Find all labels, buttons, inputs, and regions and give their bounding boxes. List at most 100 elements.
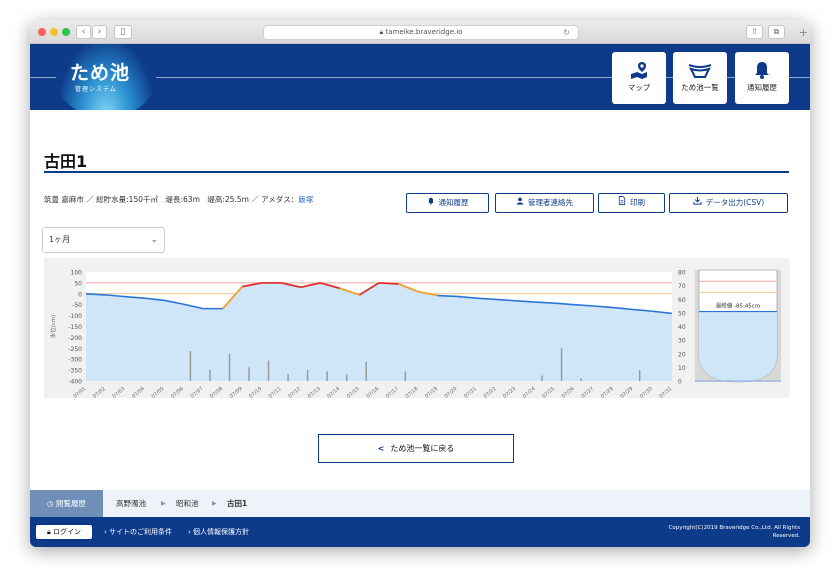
water-level-line-segment [320, 282, 341, 290]
gauge-water [699, 311, 777, 382]
water-level-line-segment [125, 295, 145, 299]
water-level-line-segment [437, 294, 458, 298]
x-tick-label: 07/18 [404, 386, 419, 398]
x-tick-label: 07/04 [131, 386, 146, 398]
back-to-pond-list-button[interactable]: < ため池一覧に戻る [318, 434, 514, 463]
x-tick-label: 07/16 [365, 386, 380, 398]
address-bar[interactable]: 🔒︎ tameike.braveridge.io ↻ [263, 25, 579, 40]
print-button[interactable]: 印刷 [598, 193, 665, 213]
rainfall-bar [326, 371, 328, 381]
admin-contact-label: 管理者連絡先 [528, 198, 573, 207]
back-arrow-icon[interactable]: ‹ [76, 25, 91, 39]
zoom-window-button[interactable] [62, 28, 70, 36]
nav-notification-history-label: 通知履歴 [747, 83, 777, 92]
x-tick-label: 07/28 [600, 386, 615, 398]
bell-icon [427, 194, 435, 212]
y-tick-label: 50 [74, 280, 82, 287]
nav-notification-history-button[interactable]: 通知履歴 [735, 52, 789, 104]
breadcrumb-item[interactable]: 高野濁池 [116, 499, 146, 508]
water-level-line-segment [300, 282, 321, 289]
chevron-left-icon: < [377, 444, 385, 453]
breadcrumb-item[interactable]: 昭和池 [176, 499, 199, 508]
period-select[interactable]: 1ヶ月 ⌄ [42, 227, 165, 253]
back-to-pond-list-label: ため池一覧に戻る [390, 444, 455, 453]
x-tick-label: 07/08 [209, 386, 224, 398]
x-tick-label: 07/12 [287, 386, 302, 398]
share-icon[interactable]: ⇧ [746, 25, 763, 39]
water-level-line-segment [574, 303, 594, 307]
nav-map-button[interactable]: マップ [612, 52, 666, 104]
tabs-icon[interactable]: ⧉ [768, 25, 785, 39]
y-tick-label: -300 [68, 357, 82, 364]
y-tick-label: 0 [78, 291, 82, 298]
rainfall-bar [404, 371, 407, 381]
forward-arrow-icon[interactable]: › [92, 25, 107, 39]
admin-contact-button[interactable]: 管理者連絡先 [495, 193, 594, 213]
y2-tick-label: 70 [678, 283, 686, 290]
minimize-window-button[interactable] [50, 28, 58, 36]
nav-pond-list-button[interactable]: ため池一覧 [673, 52, 727, 104]
water-level-line-segment [281, 282, 302, 289]
rainfall-bar [228, 353, 231, 381]
header-divider [30, 77, 810, 78]
new-tab-icon[interactable]: + [798, 26, 808, 39]
clock-icon: ◷ [47, 499, 54, 508]
x-tick-label: 07/31 [658, 386, 673, 398]
y2-tick-label: 0 [678, 379, 682, 386]
water-level-line-segment [144, 297, 165, 302]
water-level-line-segment [339, 287, 360, 296]
water-level-line-segment [378, 282, 399, 285]
url-text: tameike.braveridge.io [385, 28, 463, 36]
logo-title: ため池 [70, 62, 131, 84]
close-window-button[interactable] [38, 28, 46, 36]
nav-map-label: マップ [627, 83, 651, 92]
terms-link[interactable]: › サイトのご利用条件 [104, 528, 173, 536]
rainfall-bar [580, 378, 582, 381]
water-level-line-segment [554, 302, 575, 306]
csv-export-button[interactable]: データ出力(CSV) [669, 193, 788, 213]
water-level-area [86, 282, 672, 381]
logo[interactable] [56, 44, 156, 110]
x-tick-label: 07/26 [561, 386, 576, 398]
chevron-right-icon: ▶ [161, 500, 166, 507]
footer: 🔒︎ ログイン › サイトのご利用条件 › 個人情報保護方針 Copyright… [30, 517, 810, 547]
nav-pond-list-label: ため池一覧 [681, 83, 719, 92]
water-level-line-segment [632, 308, 653, 313]
privacy-policy-link[interactable]: › 個人情報保護方針 [188, 528, 250, 536]
water-level-line-segment [535, 301, 555, 304]
copyright-line-2: Reserved. [772, 533, 800, 539]
browsing-history-tag: ◷ 閲覧履歴 [30, 490, 103, 517]
title-underline [44, 171, 789, 173]
y-tick-label: -400 [68, 379, 82, 386]
period-value: 1ヶ月 [49, 235, 71, 244]
privacy-policy-link-label: 個人情報保護方針 [193, 528, 250, 536]
browser-toolbar: ‹ › ▯ 🔒︎ tameike.braveridge.io ↻ ⇧ ⧉ + [30, 20, 810, 44]
x-tick-label: 07/03 [111, 386, 126, 398]
notification-history-button[interactable]: 通知履歴 [406, 193, 489, 213]
water-level-line-segment [496, 298, 516, 302]
chevron-down-icon: ⌄ [150, 235, 158, 245]
amedas-link[interactable]: 飯塚 [298, 195, 314, 204]
y-tick-label: -250 [68, 346, 82, 353]
x-tick-label: 07/20 [444, 386, 459, 398]
x-tick-label: 07/15 [346, 386, 361, 398]
y-tick-label: -50 [72, 302, 82, 309]
x-tick-label: 07/10 [248, 386, 263, 398]
sidebar-icon[interactable]: ▯ [114, 25, 132, 39]
lock-icon: 🔒︎ [47, 528, 51, 536]
water-level-line-segment [242, 282, 262, 288]
y2-tick-label: 20 [678, 351, 686, 358]
x-tick-label: 07/22 [483, 386, 498, 398]
reload-icon[interactable]: ↻ [563, 28, 570, 37]
notification-history-label: 通知履歴 [438, 198, 469, 207]
y-tick-label: -100 [68, 313, 82, 320]
water-level-line-segment [613, 306, 634, 311]
x-tick-label: 07/01 [72, 386, 87, 398]
water-level-line-segment [398, 283, 419, 293]
y-tick-label: -200 [68, 335, 82, 342]
logo-subtitle: 管理システム [75, 86, 117, 93]
bell-icon [755, 62, 769, 79]
copyright: Copyright(C)2019 Braveridge Co.,Ltd. All… [630, 524, 800, 540]
water-level-line-segment [515, 299, 536, 303]
login-button[interactable]: 🔒︎ ログイン [36, 525, 92, 539]
